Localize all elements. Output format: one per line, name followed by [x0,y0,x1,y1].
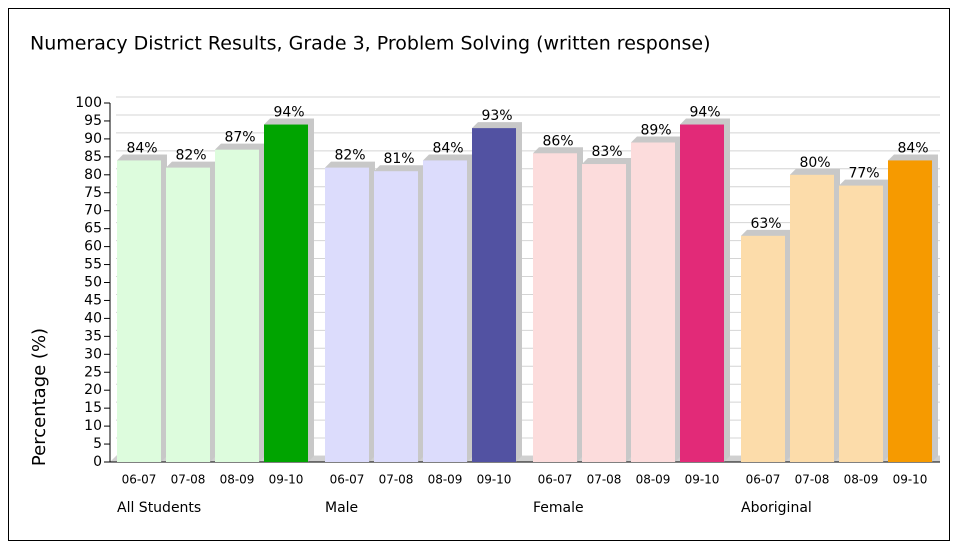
x-tick-label: 09-10 [269,473,304,487]
value-label: 84% [126,140,157,156]
bar [680,124,724,462]
value-label: 82% [334,148,365,164]
value-label: 80% [799,155,830,171]
y-tick-label: 50 [84,275,102,291]
value-label: 94% [273,105,304,121]
y-tick-label: 15 [84,400,102,416]
y-tick-label: 45 [84,292,102,308]
value-label: 84% [432,140,463,156]
bar [582,164,626,462]
x-tick-label: 06-07 [538,473,573,487]
y-tick-label: 55 [84,257,102,273]
y-tick-label: 25 [84,364,102,380]
bar [215,149,259,463]
y-tick-label: 90 [84,131,102,147]
bar [790,174,834,463]
y-tick-label: 60 [84,239,102,255]
y-tick-label: 70 [84,203,102,219]
group-label: Male [325,500,358,516]
x-tick-label: 06-07 [122,473,157,487]
x-tick-label: 09-10 [685,473,720,487]
x-tick-label: 07-08 [795,473,830,487]
group-label: All Students [117,500,201,516]
bar [631,142,675,463]
x-tick-label: 06-07 [330,473,365,487]
bar [325,167,369,462]
bar [839,185,883,462]
x-tick-label: 09-10 [893,473,928,487]
group-label: Aboriginal [741,500,812,516]
value-label: 81% [383,151,414,167]
y-tick-label: 85 [84,149,102,165]
x-tick-label: 08-09 [428,473,463,487]
value-label: 86% [542,133,573,149]
value-label: 77% [848,166,879,182]
bar [117,160,161,462]
y-tick-label: 30 [84,346,102,362]
bar [423,160,467,462]
bar [472,128,516,462]
value-label: 63% [750,216,781,232]
y-tick-label: 95 [84,113,102,129]
y-tick-label: 80 [84,167,102,183]
y-tick-label: 75 [84,185,102,201]
value-label: 83% [591,144,622,160]
bar [888,160,932,462]
bar [533,153,577,462]
y-tick-label: 5 [93,436,102,452]
x-tick-label: 08-09 [844,473,879,487]
bar [264,124,308,462]
x-tick-label: 08-09 [220,473,255,487]
floor [110,456,940,462]
y-tick-label: 35 [84,328,102,344]
x-tick-label: 07-08 [587,473,622,487]
y-tick-label: 100 [75,95,102,111]
x-tick-label: 06-07 [746,473,781,487]
y-tick-label: 65 [84,221,102,237]
bar [741,235,785,462]
x-tick-label: 07-08 [379,473,414,487]
value-label: 87% [224,130,255,146]
bar [166,167,210,462]
y-axis-label: Percentage (%) [29,328,50,466]
value-label: 84% [897,140,928,156]
group-label: Female [533,500,584,516]
x-tick-label: 09-10 [477,473,512,487]
bar [374,171,418,462]
value-label: 94% [689,105,720,121]
value-label: 82% [175,148,206,164]
value-label: 93% [481,108,512,124]
x-tick-label: 07-08 [171,473,206,487]
y-tick-label: 10 [84,418,102,434]
chart-title: Numeracy District Results, Grade 3, Prob… [30,33,711,55]
value-label: 89% [640,122,671,138]
y-tick-label: 0 [93,454,102,470]
y-tick-label: 40 [84,310,102,326]
x-tick-label: 08-09 [636,473,671,487]
y-tick-label: 20 [84,382,102,398]
